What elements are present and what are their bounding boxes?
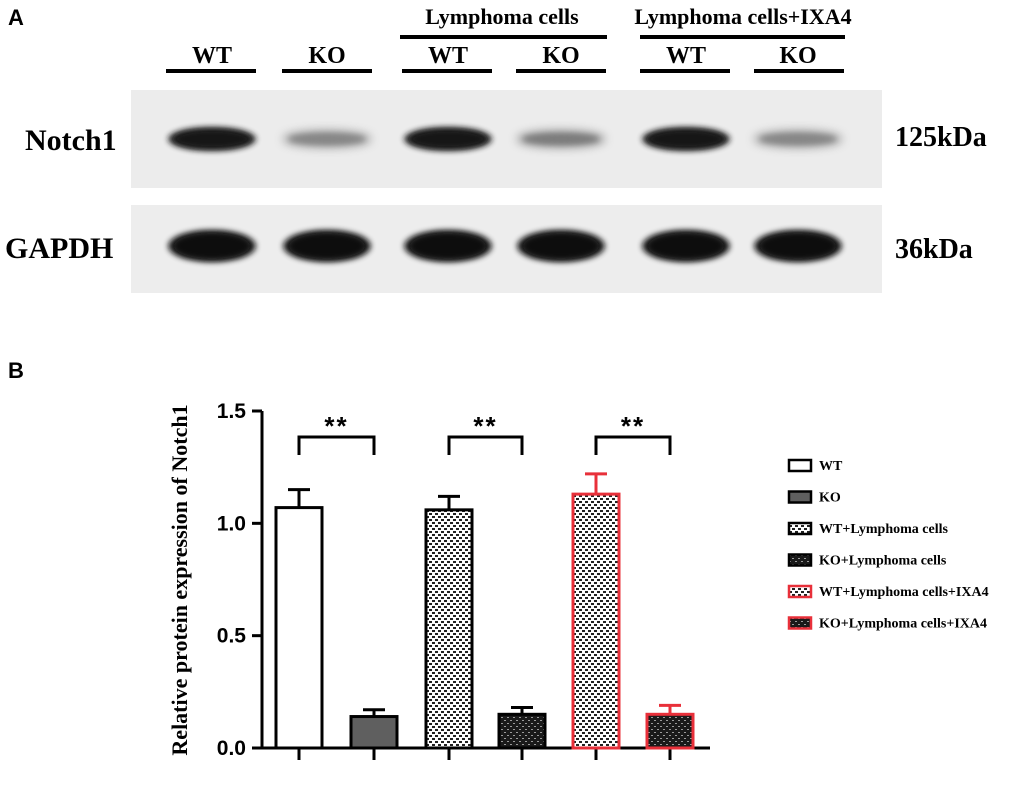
lane-labels: WT KO WT KO WT KO — [166, 43, 844, 73]
sig-bracket-3: ** — [594, 411, 672, 455]
band-notch1-lane-1 — [168, 127, 256, 151]
band-gapdh-lane-6 — [754, 230, 842, 262]
lane-underline-5 — [640, 69, 730, 73]
legend-item-4: KO+Lymphoma cells — [787, 553, 947, 569]
y-tick-label: 0.0 — [217, 737, 246, 760]
legend-label: KO+Lymphoma cells — [819, 554, 947, 569]
lane-label-3: WT — [428, 43, 468, 69]
sig-bracket-line — [594, 435, 672, 455]
band-gapdh-lane-3 — [404, 230, 492, 262]
lane-label-6: KO — [779, 43, 816, 69]
lane-label-4: KO — [542, 43, 579, 69]
legend: WT KO WT+Lymphoma cells KO+Lymphoma cells WT… — [787, 458, 989, 632]
legend-label: WT+Lymphoma cells+IXA4 — [819, 585, 989, 600]
legend-item-5: WT+Lymphoma cells+IXA4 — [787, 584, 989, 600]
band-gapdh-lane-4 — [517, 230, 605, 262]
bar-group-4 — [497, 706, 547, 750]
group-underline-lymphoma — [400, 35, 607, 39]
band-notch1-lane-3 — [404, 127, 492, 151]
legend-swatch — [787, 490, 813, 504]
band-notch1-lane-6 — [754, 131, 842, 147]
blot-bands — [168, 127, 842, 262]
panel-b: B Relative protein expression of Notch1 … — [8, 358, 989, 760]
band-gapdh-lane-1 — [168, 230, 256, 262]
legend-item-1: WT — [787, 458, 843, 474]
lane-underline-3 — [402, 69, 492, 73]
bar-group-1 — [274, 488, 324, 750]
bar-group-6 — [645, 703, 695, 750]
group-label-lymphoma-ixa4: Lymphoma cells+IXA4 — [634, 4, 851, 29]
legend-swatch — [787, 521, 813, 536]
legend-swatch — [787, 584, 813, 599]
panel-b-letter: B — [8, 358, 24, 383]
sig-bracket-line — [297, 435, 376, 455]
bar-2 — [349, 715, 399, 750]
legend-label: WT+Lymphoma cells — [819, 522, 948, 537]
band-gapdh-lane-2 — [283, 230, 371, 262]
chart-axes: 0.0 0.5 1.0 1.5 — [217, 400, 710, 760]
mw-label-notch1: 125kDa — [895, 122, 987, 153]
sig-bracket-line — [447, 435, 524, 455]
sig-bracket-2: ** — [447, 411, 524, 455]
group-label-lymphoma: Lymphoma cells — [425, 4, 579, 29]
legend-item-6: KO+Lymphoma cells+IXA4 — [787, 616, 987, 632]
lane-label-1: WT — [192, 43, 232, 69]
legend-label: KO — [819, 491, 841, 506]
bar-group-3 — [424, 494, 474, 750]
bar-group-2 — [349, 708, 399, 750]
bar-4 — [497, 712, 547, 750]
legend-swatch — [787, 553, 813, 567]
protein-label-gapdh: GAPDH — [5, 232, 113, 265]
legend-item-2: KO — [787, 490, 841, 506]
lane-underline-4 — [516, 69, 606, 73]
panel-a-letter: A — [8, 5, 24, 30]
y-axis-label: Relative protein expression of Notch1 — [167, 404, 192, 755]
sig-label: ** — [473, 411, 497, 441]
sig-bracket-1: ** — [297, 411, 376, 455]
band-gapdh-lane-5 — [642, 230, 730, 262]
band-notch1-lane-2 — [283, 131, 371, 147]
legend-swatch — [787, 458, 813, 473]
bar-1 — [274, 506, 324, 750]
y-tick-label: 0.5 — [217, 625, 247, 648]
lane-label-2: KO — [308, 43, 345, 69]
sig-label: ** — [324, 411, 348, 441]
y-tick-label: 1.5 — [217, 400, 247, 423]
y-tick-label: 1.0 — [217, 512, 246, 535]
band-notch1-lane-4 — [517, 131, 605, 147]
bar-group-5 — [571, 472, 621, 750]
band-notch1-lane-5 — [642, 127, 730, 151]
legend-label: KO+Lymphoma cells+IXA4 — [819, 617, 987, 632]
bar-5 — [571, 492, 621, 750]
protein-label-notch1: Notch1 — [25, 124, 117, 157]
lane-underline-6 — [754, 69, 844, 73]
panel-a: A Lymphoma cells Lymphoma cells+IXA4 WT … — [5, 4, 987, 293]
bar-6 — [645, 712, 695, 750]
chart-bars — [274, 472, 695, 750]
lane-label-5: WT — [666, 43, 706, 69]
group-underline-lymphoma-ixa4 — [640, 35, 845, 39]
bar-3 — [424, 508, 474, 750]
legend-label: WT — [819, 459, 843, 474]
legend-item-3: WT+Lymphoma cells — [787, 521, 948, 537]
sig-label: ** — [621, 411, 645, 441]
lane-underline-1 — [166, 69, 256, 73]
lane-underline-2 — [282, 69, 372, 73]
significance-brackets: ** ** ** — [297, 411, 672, 455]
mw-label-gapdh: 36kDa — [895, 234, 973, 265]
legend-swatch — [787, 616, 813, 630]
